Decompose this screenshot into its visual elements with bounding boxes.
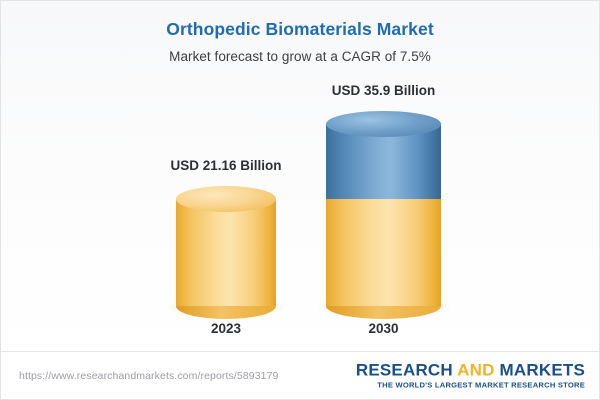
value-label-2023: USD 21.16 Billion [170, 158, 282, 173]
brand-logo-wordmark: RESEARCH AND MARKETS [356, 361, 585, 379]
report-url[interactable]: https://www.researchandmarkets.com/repor… [19, 369, 279, 382]
cylinder-segment-yellow-2023 [176, 186, 276, 319]
page-subtitle: Market forecast to grow at a CAGR of 7.5… [169, 49, 431, 64]
bar-group-2023: USD 21.16 Billion 2023 [168, 1, 284, 353]
cylinder-2023 [176, 186, 276, 319]
category-label-2030: 2030 [368, 321, 399, 336]
cylinder-body-yellow-2030 [326, 199, 441, 306]
bar-group-2030: USD 35.9 Billion 2030 [317, 1, 450, 353]
bar-chart: USD 21.16 Billion 2023 USD 35.9 Billion [1, 1, 599, 353]
brand-logo-markets: MARKETS [494, 360, 585, 380]
cylinder-segment-yellow-2030 [326, 199, 441, 319]
header: Orthopedic Biomaterials Market Market fo… [1, 19, 599, 64]
cylinder-top-cap-2030 [326, 111, 441, 137]
brand-logo-tagline: THE WORLD'S LARGEST MARKET RESEARCH STOR… [377, 380, 585, 390]
cylinder-2030 [326, 111, 441, 319]
cylinder-segment-blue-2030 [326, 111, 441, 199]
brand-logo-and: AND [457, 360, 495, 380]
value-label-2030: USD 35.9 Billion [331, 83, 436, 98]
brand-logo[interactable]: RESEARCH AND MARKETS THE WORLD'S LARGEST… [356, 361, 585, 390]
category-label-2023: 2023 [210, 321, 242, 336]
footer: https://www.researchandmarkets.com/repor… [1, 351, 599, 399]
page-title: Orthopedic Biomaterials Market [166, 19, 434, 39]
cylinder-top-cap-2023 [176, 186, 276, 212]
brand-logo-research: RESEARCH [355, 360, 458, 380]
cylinder-body-2023 [176, 199, 276, 306]
